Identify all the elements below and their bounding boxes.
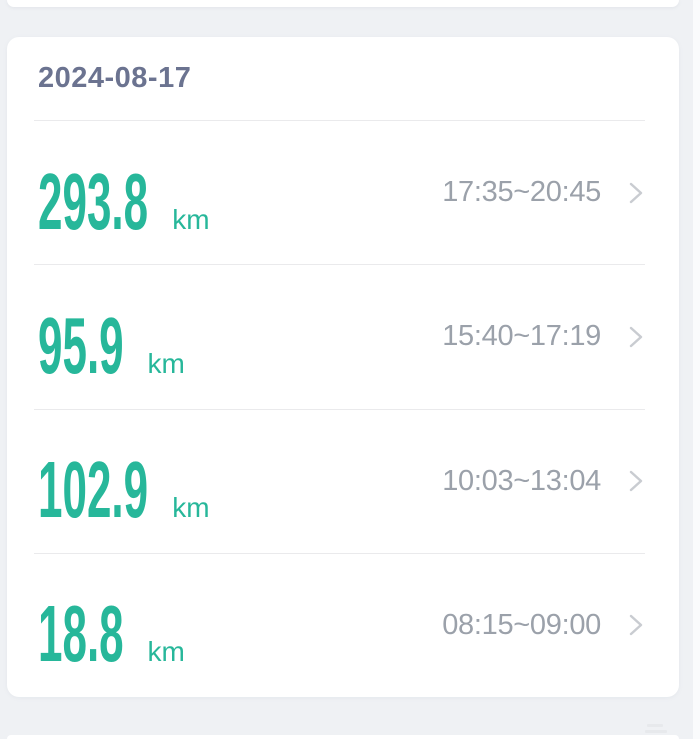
previous-card-edge [7,0,679,7]
trip-row[interactable]: 18.8 km 08:15~09:00 [7,554,679,697]
trip-distance-value: 293.8 [38,156,149,246]
divider [34,264,645,266]
date-heading: 2024-08-17 [38,62,192,94]
trip-time-range: 17:35~20:45 [442,176,601,209]
trip-row[interactable]: 102.9 km 10:03~13:04 [7,410,679,553]
trip-distance-value: 95.9 [38,300,124,390]
trip-time-range: 15:40~17:19 [442,320,601,353]
trip-distance: 293.8 km [38,156,210,246]
trip-day-card: 2024-08-17 293.8 km 17:35~20:45 95.9 km … [7,37,679,697]
chevron-right-icon[interactable] [627,468,645,494]
trip-distance: 95.9 km [38,300,185,390]
trip-distance-unit: km [147,636,185,668]
card-header: 2024-08-17 [7,37,679,120]
trip-distance-value: 102.9 [38,445,149,535]
trip-distance: 102.9 km [38,450,210,530]
trip-distance-unit: km [172,203,210,235]
divider [34,120,645,121]
page-right-edge [693,0,700,739]
trip-distance: 18.8 km [38,594,185,674]
trip-distance-unit: km [172,492,210,524]
trip-distance-unit: km [147,347,185,379]
next-card-edge [7,735,679,739]
chevron-right-icon[interactable] [627,324,645,350]
trip-row[interactable]: 293.8 km 17:35~20:45 [7,121,679,264]
trip-distance-value: 18.8 [38,589,124,679]
trip-time-range: 10:03~13:04 [442,464,601,497]
watermark [645,724,667,733]
trip-list: 293.8 km 17:35~20:45 95.9 km 15:40~17:19… [7,121,679,697]
chevron-right-icon[interactable] [627,612,645,638]
trip-time-range: 08:15~09:00 [442,608,601,641]
divider [34,408,645,410]
trip-row[interactable]: 95.9 km 15:40~17:19 [7,265,679,408]
chevron-right-icon[interactable] [627,180,645,206]
divider [34,552,645,554]
